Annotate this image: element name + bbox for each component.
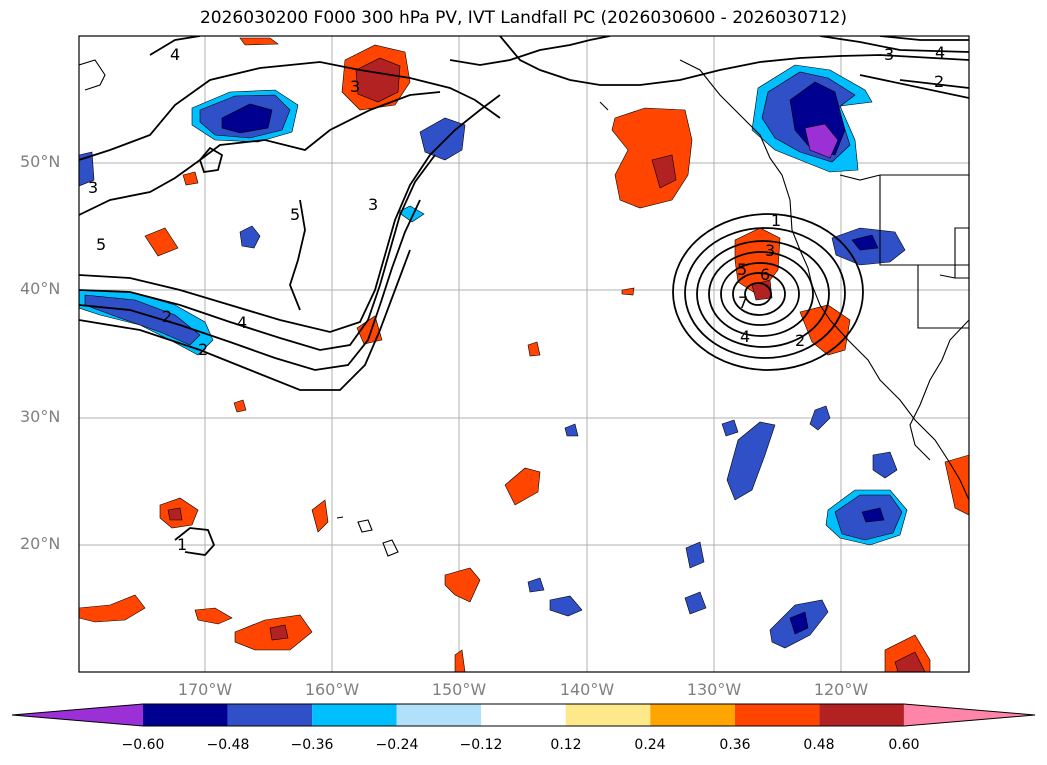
colorbar-tick-label: −0.24 <box>375 737 419 753</box>
colorbar-tick-label: −0.36 <box>290 737 334 753</box>
colorbar-tick-label: 0.24 <box>634 737 666 753</box>
colorbar-segment <box>819 704 904 726</box>
lon-label: 120°W <box>813 680 869 699</box>
map-title: 2026030200 F000 300 hPa PV, IVT Landfall… <box>199 8 847 28</box>
contour-label: 4 <box>237 313 247 332</box>
colorbar-segment <box>143 704 228 726</box>
colorbar-segment <box>650 704 735 726</box>
contour-label: 4 <box>170 45 180 64</box>
colorbar-tick-label: −0.60 <box>121 737 165 753</box>
pv-contours <box>79 36 969 556</box>
negative-anomaly-regions <box>79 64 908 649</box>
lat-label: 50°N <box>20 152 61 171</box>
lat-label: 40°N <box>20 279 61 298</box>
colorbar-segment <box>12 704 143 726</box>
contour-labels: 4 3 3 5 5 3 4 2 2 3 4 2 1 3 5 6 7 4 2 1 <box>88 43 945 554</box>
contour-label: 2 <box>795 331 805 350</box>
colorbar-segment <box>734 704 820 726</box>
contour-label: 3 <box>350 77 360 96</box>
contour-label: 1 <box>771 211 781 230</box>
colorbar-segment <box>396 704 482 726</box>
contour-label: 2 <box>198 340 208 359</box>
colorbar-segment <box>227 704 313 726</box>
contour-label: 3 <box>765 241 775 260</box>
contour-label: 2 <box>162 307 172 326</box>
colorbar <box>11 703 1036 727</box>
colorbar-tick-label: −0.48 <box>206 737 250 753</box>
colorbar-tick-label: 0.36 <box>719 737 751 753</box>
contour-label: 4 <box>740 327 750 346</box>
contour-label: 5 <box>290 205 300 224</box>
contour-label: 3 <box>368 195 378 214</box>
positive-anomaly-regions <box>79 37 969 672</box>
contour-label: 3 <box>884 45 894 64</box>
colorbar-tick-label: 0.48 <box>803 737 835 753</box>
colorbar-segment <box>481 704 566 726</box>
lat-label: 20°N <box>20 534 61 553</box>
contour-label: 5 <box>96 235 106 254</box>
colorbar-tick-label: −0.12 <box>459 737 503 753</box>
contour-label: 2 <box>934 72 944 91</box>
contour-label: 3 <box>88 178 98 197</box>
contour-label: 4 <box>935 43 945 62</box>
colorbar-segment <box>903 704 1035 726</box>
lon-label: 150°W <box>431 680 487 699</box>
lon-label: 130°W <box>686 680 742 699</box>
contour-label: 1 <box>177 535 187 554</box>
colorbar-outline <box>11 703 1036 727</box>
lat-label: 30°N <box>20 407 61 426</box>
colorbar-tick-label: 0.12 <box>550 737 582 753</box>
lon-label: 160°W <box>304 680 360 699</box>
map-frame <box>78 35 970 673</box>
contour-label: 6 <box>760 265 770 284</box>
lon-label: 170°W <box>177 680 233 699</box>
contour-label: 5 <box>737 260 747 279</box>
colorbar-tick-label: 0.60 <box>888 737 920 753</box>
contour-label: 7 <box>738 293 748 312</box>
lon-label: 140°W <box>559 680 615 699</box>
colorbar-segment <box>565 704 651 726</box>
colorbar-segment <box>312 704 397 726</box>
